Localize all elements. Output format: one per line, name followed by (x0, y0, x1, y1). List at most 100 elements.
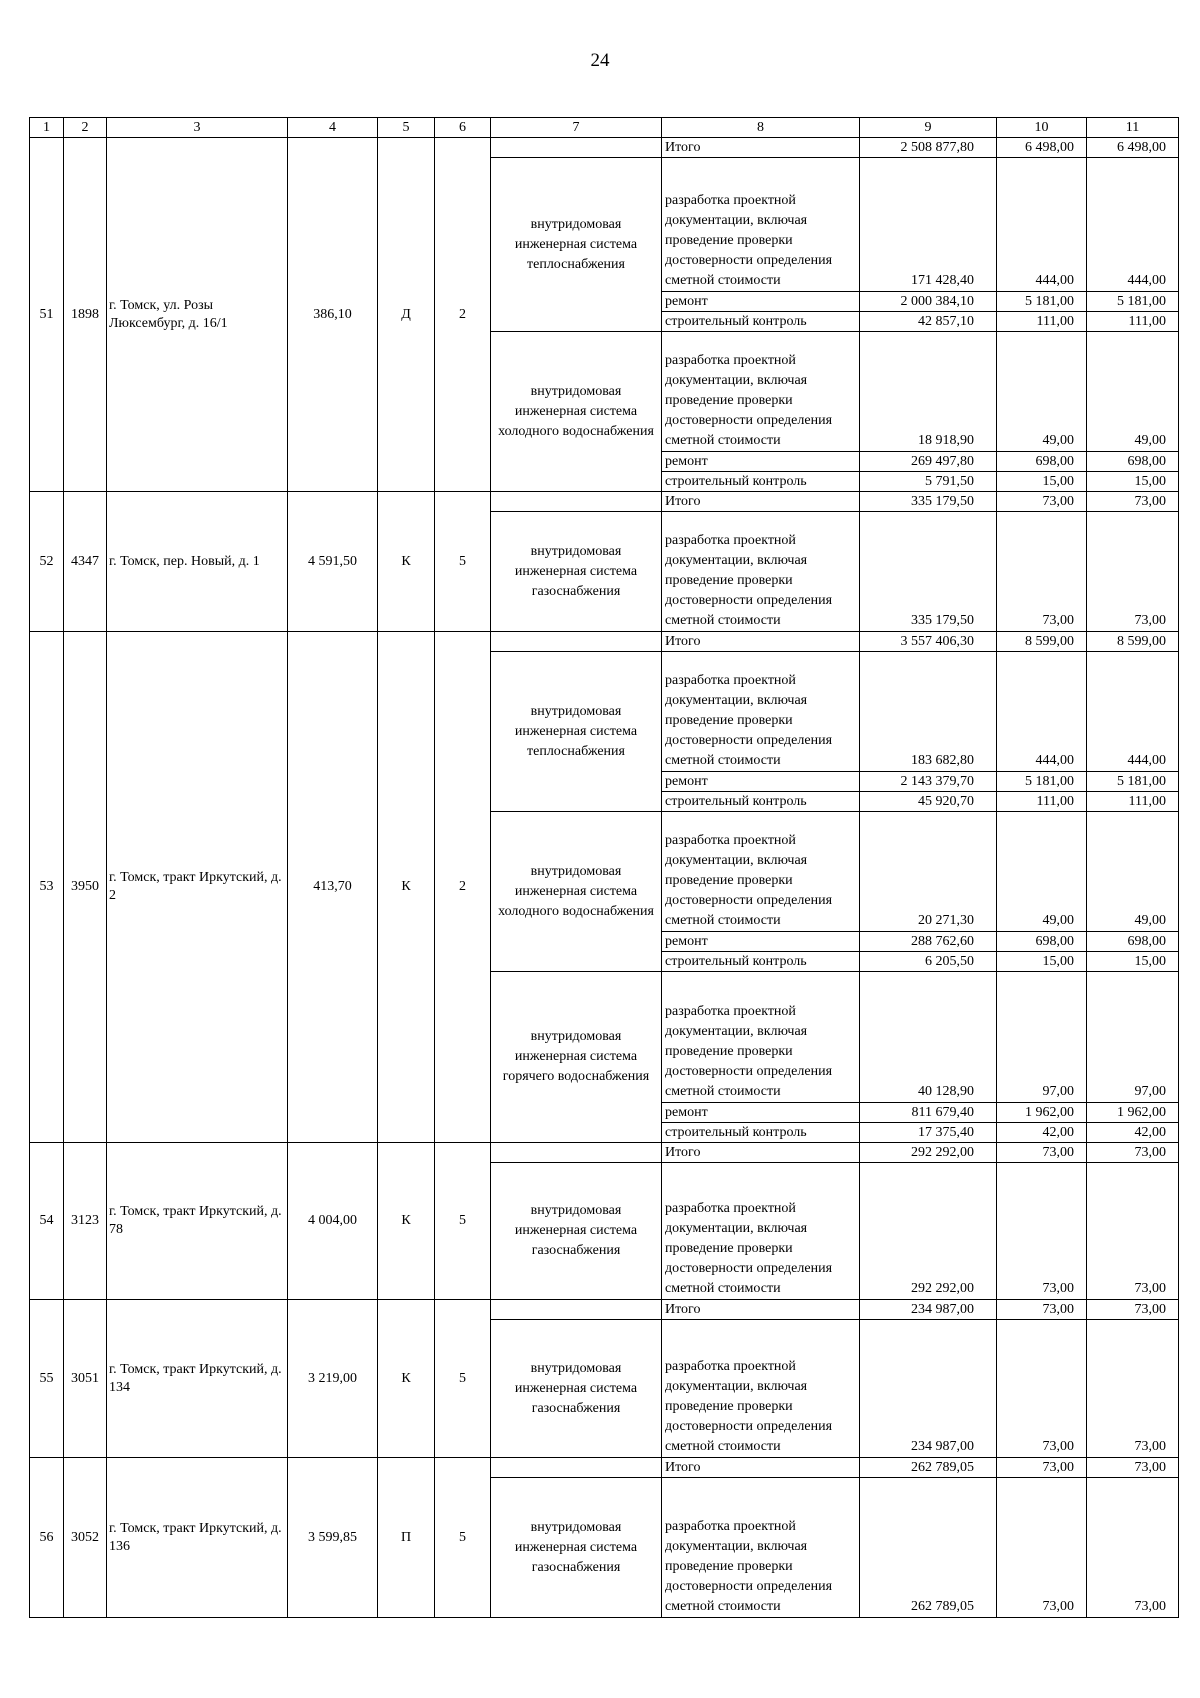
col10-value: 444,00 (996, 651, 1087, 772)
type: П (377, 1457, 435, 1618)
table-row-total: 55 3051 г. Томск, тракт Иркутский, д. 134 3… (29, 1299, 1179, 1458)
row-number: 52 (29, 491, 64, 632)
total-label: Итого (661, 137, 860, 158)
table-row-work: строительный контроль 42 857,10 111,00 111,… (30, 311, 1179, 332)
engineering-system: внутридомовая инженерная система теплосн… (490, 157, 662, 332)
table-row-work: строительный контроль 45 920,70 111,00 111,… (30, 791, 1179, 812)
engineering-system: внутридомовая инженерная система теплосн… (490, 651, 662, 812)
total-cost: 234 987,00 (859, 1299, 997, 1320)
column-header: 11 (1086, 117, 1179, 138)
cost: 18 918,90 (859, 331, 997, 452)
address: г. Томск, тракт Иркутский, д. 134 (106, 1299, 288, 1458)
col10-value: 444,00 (996, 157, 1087, 292)
table-row-work: внутридомовая инженерная система газосна… (30, 1162, 1179, 1300)
table-row-work: внутридомовая инженерная система холодно… (30, 331, 1179, 492)
work-type: строительный контроль (661, 791, 860, 812)
table-row-work: строительный контроль 5 791,50 15,00 15,00 (30, 471, 1179, 492)
row-number: 53 (29, 631, 64, 1143)
cost: 811 679,40 (859, 1102, 997, 1123)
column-header: 3 (106, 117, 288, 138)
work-type: ремонт (661, 931, 860, 952)
cost: 40 128,90 (859, 971, 997, 1103)
column-header: 4 (287, 117, 378, 138)
type: К (377, 1142, 435, 1300)
engineering-system: внутридомовая инженерная система холодно… (490, 331, 662, 492)
total-col11: 8 599,00 (1086, 631, 1179, 652)
total-col10: 8 599,00 (996, 631, 1087, 652)
work-type: ремонт (661, 451, 860, 472)
col11-value: 15,00 (1086, 471, 1179, 492)
area: 386,10 (287, 137, 378, 492)
cost: 262 789,05 (859, 1477, 997, 1618)
system-empty (490, 1299, 662, 1320)
total-cost: 2 508 877,80 (859, 137, 997, 158)
column-header: 1 (29, 117, 64, 138)
area: 3 219,00 (287, 1299, 378, 1458)
column-header: 7 (490, 117, 662, 138)
row-number: 56 (29, 1457, 64, 1618)
system-empty (490, 1457, 662, 1478)
table-row-work: ремонт 811 679,40 1 962,00 1 962,00 (30, 1102, 1179, 1123)
object-code: 3052 (63, 1457, 107, 1618)
col10-value: 49,00 (996, 811, 1087, 932)
total-col11: 73,00 (1086, 1299, 1179, 1320)
table-row-work: внутридомовая инженерная система газосна… (30, 1319, 1179, 1458)
work-type: разработка проектной документации, включ… (661, 971, 860, 1103)
engineering-system: внутридомовая инженерная система холодно… (490, 811, 662, 972)
table-row-work: строительный контроль 17 375,40 42,00 42,00 (30, 1122, 1179, 1143)
work-type: разработка проектной документации, включ… (661, 511, 860, 632)
cost: 2 143 379,70 (859, 771, 997, 792)
cost: 288 762,60 (859, 931, 997, 952)
col10-value: 73,00 (996, 1162, 1087, 1300)
cost: 2 000 384,10 (859, 291, 997, 312)
total-label: Итого (661, 631, 860, 652)
total-col10: 73,00 (996, 1457, 1087, 1478)
column-header: 9 (859, 117, 997, 138)
work-type: разработка проектной документации, включ… (661, 157, 860, 292)
col11-value: 73,00 (1086, 1162, 1179, 1300)
row-number: 54 (29, 1142, 64, 1300)
col10-value: 42,00 (996, 1122, 1087, 1143)
engineering-system: внутридомовая инженерная система газосна… (490, 1319, 662, 1458)
table-row-total: 56 3052 г. Томск, тракт Иркутский, д. 136 3… (29, 1457, 1179, 1618)
total-label: Итого (661, 1142, 860, 1163)
col11-value: 111,00 (1086, 311, 1179, 332)
col11-value: 49,00 (1086, 331, 1179, 452)
col10-value: 97,00 (996, 971, 1087, 1103)
total-col10: 73,00 (996, 1299, 1087, 1320)
system-empty (490, 137, 662, 158)
engineering-system: внутридомовая инженерная система газосна… (490, 1162, 662, 1300)
col11-value: 444,00 (1086, 157, 1179, 292)
work-type: строительный контроль (661, 311, 860, 332)
col10-value: 15,00 (996, 951, 1087, 972)
col11-value: 73,00 (1086, 511, 1179, 632)
engineering-system: внутридомовая инженерная система горячег… (490, 971, 662, 1143)
table-row-total: 53 3950 г. Томск, тракт Иркутский, д. 2 413… (29, 631, 1179, 1143)
system-empty (490, 491, 662, 512)
object-code: 3950 (63, 631, 107, 1143)
col10-value: 111,00 (996, 791, 1087, 812)
col10-value: 49,00 (996, 331, 1087, 452)
table-row-work: ремонт 269 497,80 698,00 698,00 (30, 451, 1179, 472)
cost: 234 987,00 (859, 1319, 997, 1458)
col11-value: 698,00 (1086, 931, 1179, 952)
table-row-work: внутридомовая инженерная система газосна… (30, 1477, 1179, 1618)
col10-value: 15,00 (996, 471, 1087, 492)
type: К (377, 1299, 435, 1458)
col10-value: 5 181,00 (996, 291, 1087, 312)
area: 4 591,50 (287, 491, 378, 632)
col11-value: 5 181,00 (1086, 771, 1179, 792)
work-type: ремонт (661, 771, 860, 792)
col11-value: 698,00 (1086, 451, 1179, 472)
cost: 6 205,50 (859, 951, 997, 972)
system-empty (490, 631, 662, 652)
total-col11: 6 498,00 (1086, 137, 1179, 158)
address: г. Томск, тракт Иркутский, д. 78 (106, 1142, 288, 1300)
page-number: 24 (590, 50, 610, 71)
work-type: ремонт (661, 1102, 860, 1123)
work-type: разработка проектной документации, включ… (661, 811, 860, 932)
col11-value: 5 181,00 (1086, 291, 1179, 312)
total-col11: 73,00 (1086, 491, 1179, 512)
cost: 171 428,40 (859, 157, 997, 292)
